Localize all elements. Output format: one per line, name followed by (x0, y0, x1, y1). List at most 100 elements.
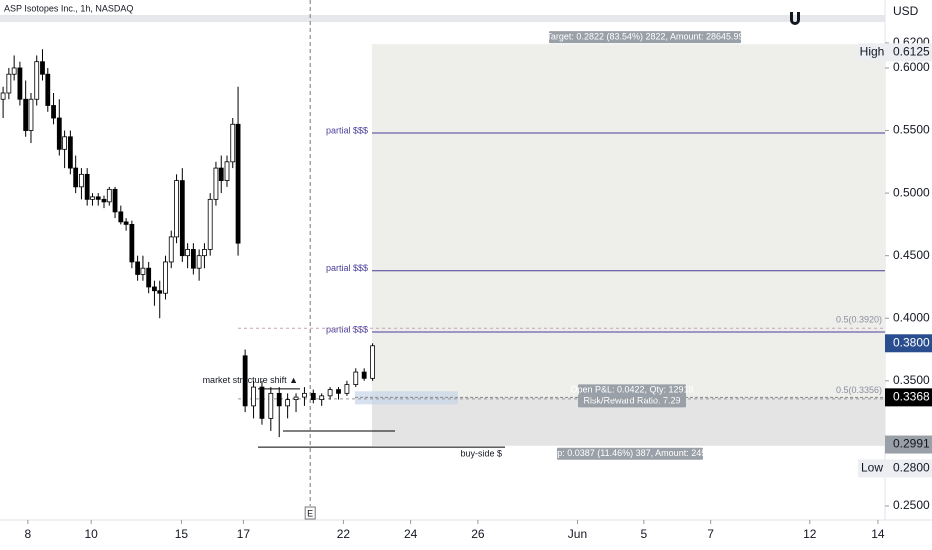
price-label-box (885, 334, 932, 353)
candle-body (45, 73, 51, 106)
target-label: Target: 0.2822 (83.54%) 2822, Amount: 28… (546, 32, 743, 42)
candle-body (168, 236, 174, 263)
currency: USD (893, 4, 919, 18)
y-tick-label: 0.4000 (893, 310, 930, 324)
y-tick-label: 0.5000 (893, 185, 930, 199)
candle-body (73, 167, 79, 188)
price-label: 0.2991 (893, 437, 930, 451)
candle-body (23, 98, 29, 131)
candle-body (319, 395, 325, 401)
price-label: 0.6125 (893, 44, 930, 58)
x-tick-label: 22 (337, 527, 351, 541)
candle-body (235, 123, 241, 244)
candle-body (361, 371, 367, 379)
y-tick-label: 0.3500 (893, 373, 930, 387)
price-name: High (860, 44, 885, 58)
candle-body (79, 173, 84, 188)
partial-label: partial $$$ (326, 324, 368, 334)
price-name-box (858, 43, 885, 62)
candle-body (0, 92, 6, 100)
candle-body (285, 399, 291, 407)
x-tick-label: 17 (237, 527, 251, 541)
candle-body (40, 61, 45, 75)
stop-label: Stop: 0.0387 (11.46%) 387, Amount: 24500 (544, 448, 716, 458)
candle-body (140, 267, 146, 275)
candle-body (190, 249, 196, 269)
candle-body (84, 173, 90, 200)
candle-body (259, 386, 265, 419)
candle-body (302, 392, 307, 398)
price-name-box (858, 459, 885, 478)
price-label-box (885, 388, 932, 407)
candle-body (34, 61, 40, 100)
candle-body (101, 198, 107, 203)
x-tick-label: 5 (640, 527, 647, 541)
partial-label: partial $$$ (326, 125, 368, 135)
event-label: E (307, 508, 313, 518)
candle-body (112, 188, 118, 213)
candle-body (327, 389, 333, 397)
candle-body (174, 180, 179, 238)
candle-body (129, 223, 135, 263)
chart-title: ASP Isotopes Inc., 1h, NASDAQ (4, 3, 133, 13)
structure-label: market structure shift ▲ (203, 375, 298, 385)
y-tick-label: 0.4500 (893, 248, 930, 262)
candle-body (157, 290, 163, 294)
candle-body (90, 196, 95, 200)
target-label-box (549, 31, 741, 44)
rr-label-box (578, 395, 686, 408)
candle-body (17, 67, 23, 100)
partial-label: partial $$$ (326, 263, 368, 273)
candle-body (293, 396, 299, 401)
candle-body (224, 161, 230, 181)
x-tick-label: 24 (404, 527, 418, 541)
x-tick-label: 7 (707, 527, 714, 541)
x-tick-label: 15 (175, 527, 189, 541)
candle-body (123, 221, 129, 225)
candle-body (276, 392, 282, 407)
candle-body (370, 345, 375, 379)
pnl-label-box (578, 384, 686, 397)
candle-body (207, 198, 213, 250)
pnl-label: Open P&L: 0.0422, Qty: 12919 (570, 385, 693, 395)
candle-body (344, 384, 350, 394)
candle-body (336, 389, 341, 394)
x-tick-label: 12 (803, 527, 817, 541)
x-tick-label: 14 (871, 527, 885, 541)
candle-body (135, 261, 141, 275)
magnet-icon[interactable] (790, 12, 800, 25)
candle-body (230, 123, 236, 163)
price-label-box (885, 459, 932, 478)
price-label-box (885, 43, 932, 62)
candle-body (28, 98, 34, 131)
price-label-box (885, 435, 932, 454)
price-name: Low (861, 461, 883, 475)
candle-body (56, 117, 62, 150)
candle-body (106, 188, 112, 203)
candle-body (163, 261, 168, 294)
x-tick-label: 26 (471, 527, 485, 541)
candle-body (268, 392, 274, 419)
candle-body (67, 136, 73, 169)
candle-body (146, 267, 152, 288)
stop-label-box (557, 447, 703, 460)
candle-body (213, 167, 219, 200)
candle-body (202, 249, 207, 257)
candle-body (118, 211, 124, 223)
candle-body (95, 196, 101, 200)
candle-body (62, 136, 68, 150)
candle-body (51, 105, 56, 119)
candle-body (185, 249, 191, 257)
x-tick-label: 8 (25, 527, 32, 541)
candle-body (353, 371, 359, 385)
event-box (304, 506, 316, 520)
buy-side-label: buy-side $ (460, 449, 502, 459)
candle-body (179, 180, 185, 257)
candle-body (6, 73, 12, 94)
candle-body (218, 167, 224, 181)
top-zone (0, 15, 885, 22)
price-label: 0.2800 (893, 461, 930, 475)
y-tick-label: 0.6000 (893, 60, 930, 74)
x-tick-label: Jun (568, 527, 587, 541)
candle-body (242, 355, 248, 407)
